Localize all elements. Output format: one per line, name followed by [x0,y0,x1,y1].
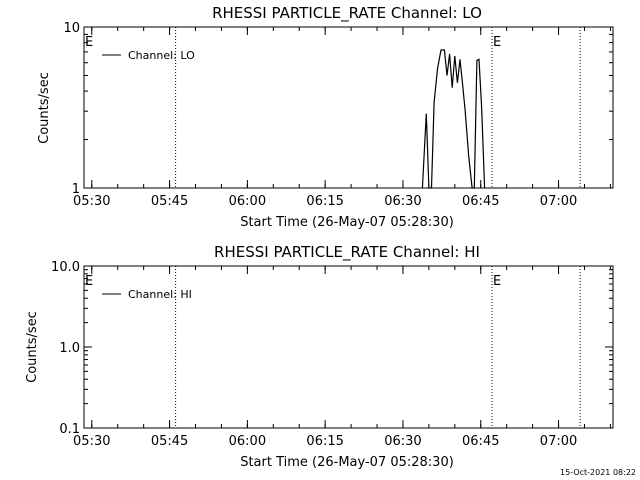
event-marker-label: E [85,274,93,289]
event-marker-label: E [85,35,93,50]
x-tick-label: 07:00 [540,434,577,449]
x-tick-label: 06:30 [384,434,421,449]
y-tick-label: 0.1 [59,422,80,437]
x-tick-label: 05:30 [73,194,110,209]
y-tick-label: 10 [63,21,80,36]
x-axis-label-hi: Start Time (26-May-07 05:28:30) [240,455,454,470]
chart-title-lo: RHESSI PARTICLE_RATE Channel: LO [212,4,482,23]
y-axis-label-hi: Counts/sec [25,311,40,383]
x-tick-label: 05:30 [73,434,110,449]
panel-hi: RHESSI PARTICLE_RATE Channel: HI Start T… [25,243,614,470]
x-tick-label: 07:00 [540,194,577,209]
x-tick-label: 06:15 [306,434,343,449]
y-tick-label: 10.0 [51,260,80,275]
event-marker-label: E [493,35,501,50]
legend-entry: Channel: HI [128,288,192,301]
y-tick-label: 1 [72,182,80,197]
plot-frame-lo [83,26,614,189]
x-tick-label: 06:30 [384,194,421,209]
x-axis-label-lo: Start Time (26-May-07 05:28:30) [240,215,454,230]
panel-lo: RHESSI PARTICLE_RATE Channel: LO Start T… [37,4,614,230]
x-tick-label: 06:45 [462,194,499,209]
x-tick-label: 06:15 [306,194,343,209]
x-tick-label: 05:45 [151,434,188,449]
footer-timestamp: 15-Oct-2021 08:22 [560,468,636,477]
x-tick-label: 06:00 [229,434,266,449]
y-tick-label: 1.0 [59,341,80,356]
chart-title-hi: RHESSI PARTICLE_RATE Channel: HI [214,243,480,262]
x-tick-label: 06:45 [462,434,499,449]
y-axis-label-lo: Counts/sec [37,72,52,144]
event-marker-label: E [493,274,501,289]
x-tick-label: 06:00 [229,194,266,209]
legend-entry: Channel: LO [128,49,195,62]
x-tick-label: 05:45 [151,194,188,209]
